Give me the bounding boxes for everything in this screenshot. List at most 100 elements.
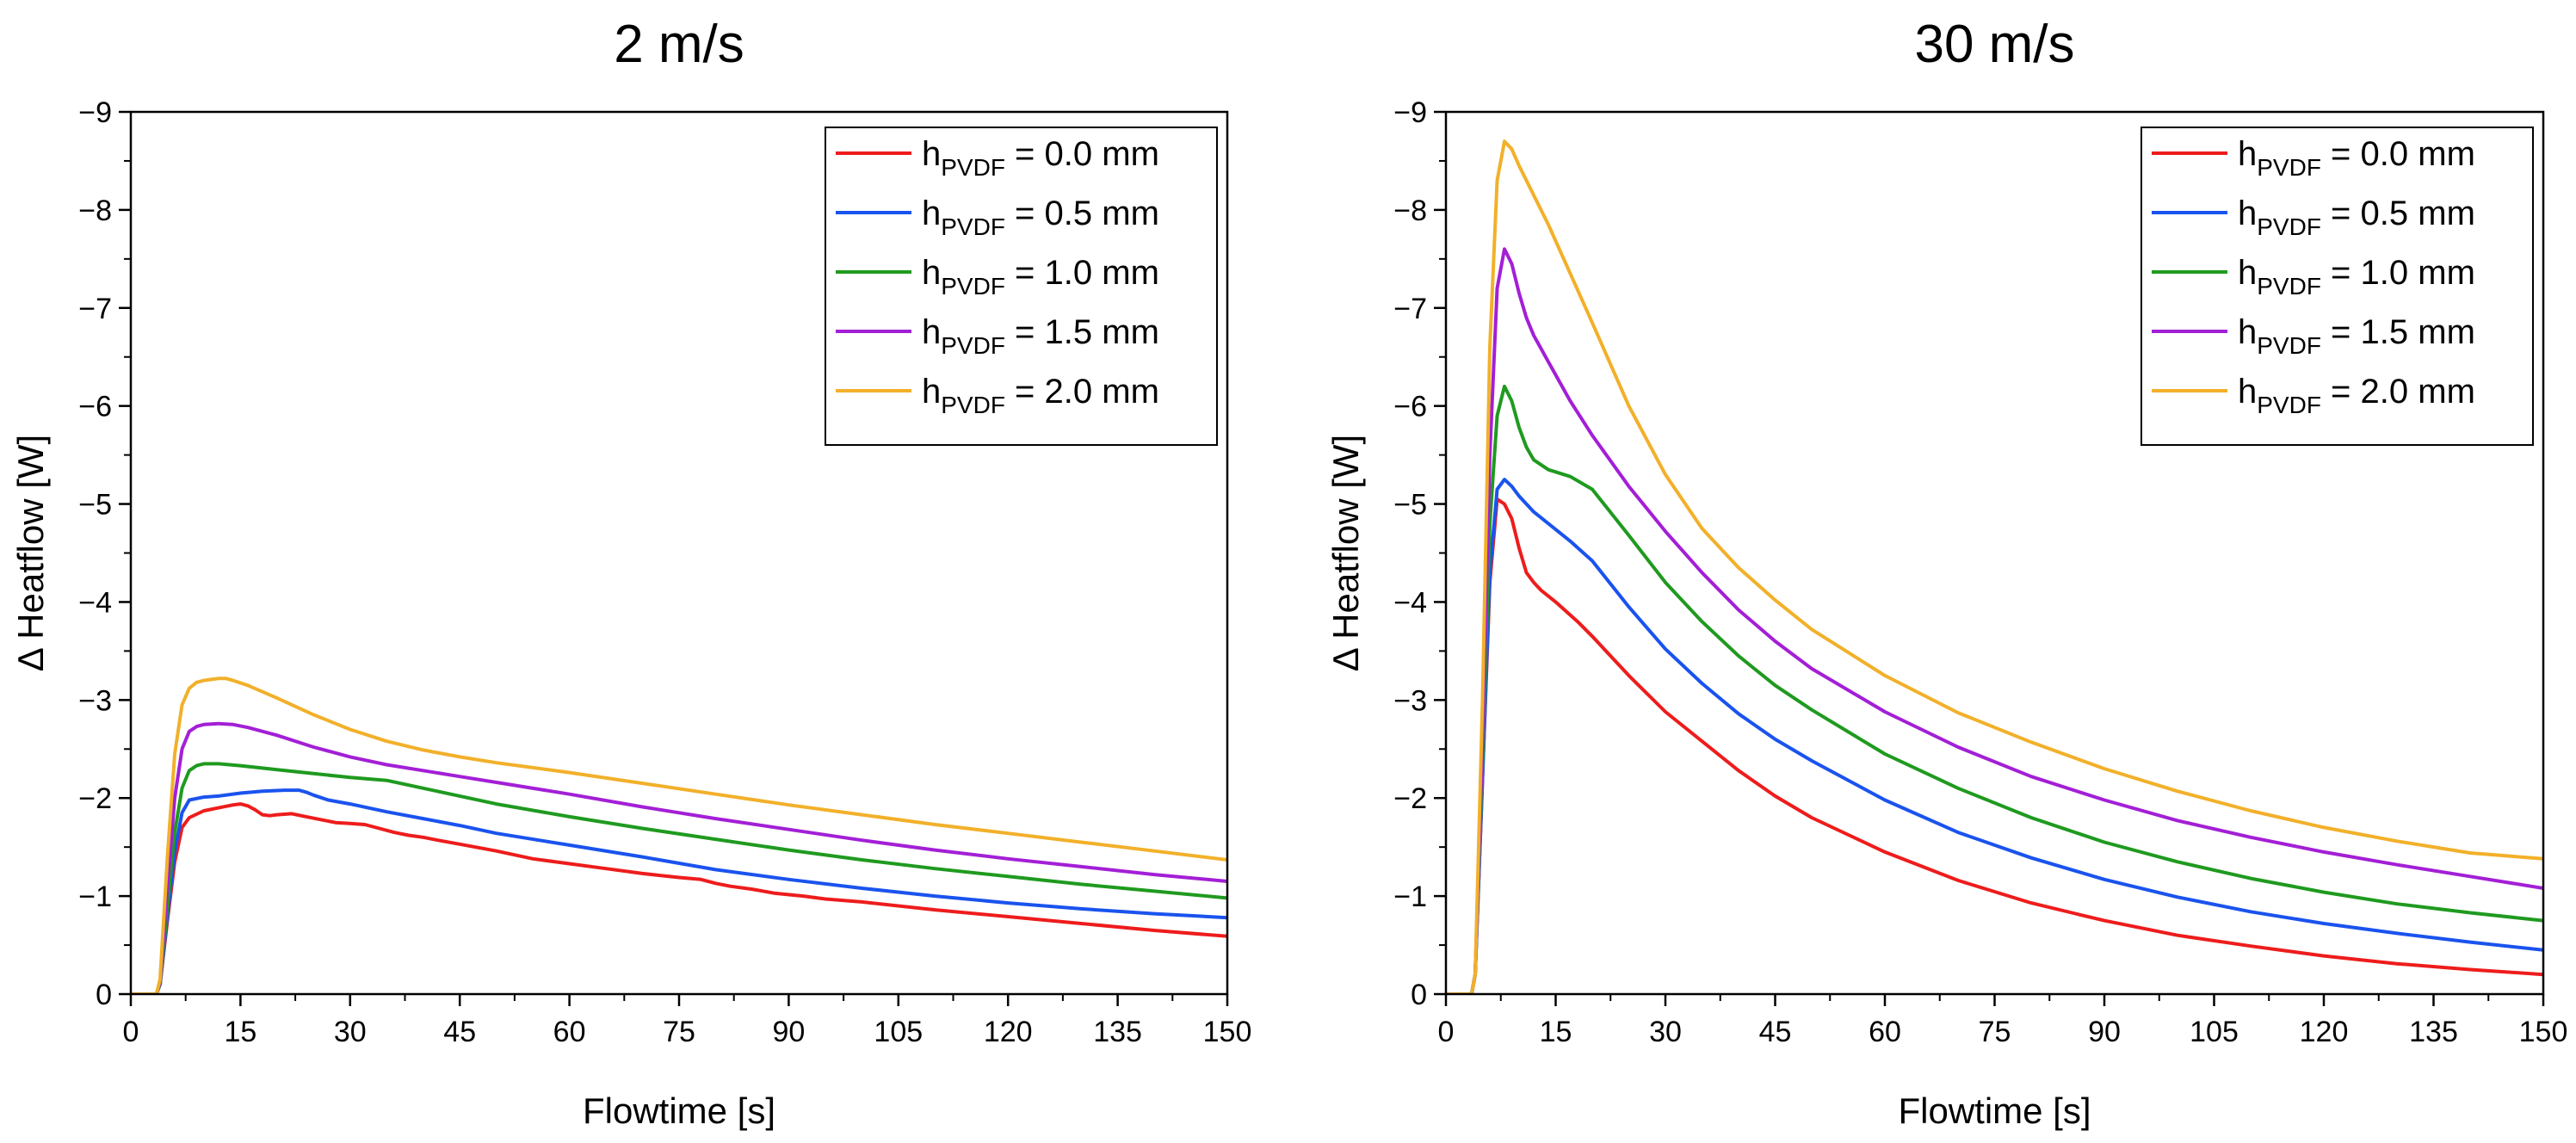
series-line-2 <box>131 788 1227 994</box>
legend-label-main: h <box>2238 254 2257 292</box>
legend-label-rest: = 2.0 mm <box>2321 373 2475 411</box>
legend-label-main: h <box>922 195 941 232</box>
legend-label-main: h <box>922 313 941 351</box>
series-group <box>1446 139 2543 994</box>
x-tick-label: 150 <box>1203 1016 1252 1048</box>
y-axis-label: Δ Heatflow [W] <box>1325 435 1366 671</box>
y-tick-label: −4 <box>78 586 112 619</box>
y-tick-label: −9 <box>78 96 112 129</box>
x-tick-label: 0 <box>1438 1016 1455 1048</box>
y-tick-label: −1 <box>78 880 112 913</box>
y-tick-label: −4 <box>1393 586 1427 619</box>
legend-label-subscript: PVDF <box>2257 332 2321 359</box>
x-axis-label: Flowtime [s] <box>1898 1090 2091 1131</box>
legend-label-subscript: PVDF <box>941 273 1005 300</box>
y-tick-label: −9 <box>1393 96 1427 129</box>
series-line-2 <box>1446 478 2543 994</box>
legend-label-subscript: PVDF <box>2257 392 2321 418</box>
y-tick-label: −8 <box>78 195 112 227</box>
series-line-1 <box>1446 497 2543 994</box>
y-tick-label: −7 <box>78 293 112 325</box>
legend-label-main: h <box>2238 373 2257 411</box>
x-tick-label: 135 <box>1093 1016 1142 1048</box>
legend-label-1: hPVDF = 0.0 mm <box>922 135 1159 181</box>
x-tick-label: 45 <box>1759 1016 1792 1048</box>
x-tick-label: 45 <box>443 1016 476 1048</box>
y-tick-label: −8 <box>1393 195 1427 227</box>
legend-label-4: hPVDF = 1.5 mm <box>2238 313 2475 359</box>
legend-label-2: hPVDF = 0.5 mm <box>922 195 1159 240</box>
legend-label-rest: = 0.5 mm <box>1005 195 1159 232</box>
legend-label-3: hPVDF = 1.0 mm <box>2238 254 2475 300</box>
x-tick-label: 120 <box>984 1016 1033 1048</box>
legend-label-3: hPVDF = 1.0 mm <box>922 254 1159 300</box>
legend-label-subscript: PVDF <box>941 154 1005 181</box>
legend-box <box>2140 127 2534 446</box>
legend-label-subscript: PVDF <box>941 392 1005 418</box>
series-line-5 <box>131 677 1227 994</box>
y-tick-label: −2 <box>1393 782 1427 815</box>
y-tick-label: −2 <box>78 782 112 815</box>
legend-label-subscript: PVDF <box>2257 213 2321 240</box>
y-tick-label: −7 <box>1393 293 1427 325</box>
legend-label-rest: = 0.5 mm <box>2321 195 2475 232</box>
x-tick-label: 150 <box>2519 1016 2568 1048</box>
x-tick-label: 30 <box>1649 1016 1682 1048</box>
legend-label-main: h <box>922 373 941 411</box>
y-tick-label: 0 <box>96 979 112 1011</box>
legend-label-subscript: PVDF <box>941 332 1005 359</box>
y-tick-label: −6 <box>78 391 112 423</box>
legend-label-rest: = 1.0 mm <box>2321 254 2475 292</box>
y-tick-label: −5 <box>1393 489 1427 522</box>
chart-panel-2: 30 m/s 0 15 30 45 60 75 90 105 120 135 150 0 −1 −2 −3 −4… <box>1325 15 2567 1131</box>
legend-label-5: hPVDF = 2.0 mm <box>2238 373 2475 418</box>
y-tick-label: −3 <box>1393 684 1427 717</box>
chart-title: 2 m/s <box>614 15 744 74</box>
legend-label-rest: = 2.0 mm <box>1005 373 1159 411</box>
x-tick-label: 105 <box>2190 1016 2239 1048</box>
x-tick-label: 60 <box>553 1016 586 1048</box>
legend-label-rest: = 0.0 mm <box>2321 135 2475 173</box>
legend-label-main: h <box>922 254 941 292</box>
series-line-3 <box>131 762 1227 994</box>
legend-label-rest: = 1.5 mm <box>2321 313 2475 351</box>
series-line-4 <box>131 721 1227 994</box>
y-tick-label: −6 <box>1393 391 1427 423</box>
x-tick-label: 75 <box>663 1016 695 1048</box>
chart-title: 30 m/s <box>1914 15 2074 74</box>
legend-label-subscript: PVDF <box>2257 273 2321 300</box>
y-tick-label: −1 <box>1393 880 1427 913</box>
legend-box <box>825 127 1218 446</box>
x-tick-label: 90 <box>772 1016 805 1048</box>
x-tick-label: 30 <box>334 1016 367 1048</box>
series-line-4 <box>1446 247 2543 994</box>
y-axis-label: Δ Heatflow [W] <box>10 435 51 671</box>
x-tick-label: 0 <box>123 1016 139 1048</box>
legend-label-1: hPVDF = 0.0 mm <box>2238 135 2475 181</box>
y-tick-label: 0 <box>1411 979 1427 1011</box>
legend-label-main: h <box>2238 135 2257 173</box>
legend-label-main: h <box>922 135 941 173</box>
x-tick-label: 135 <box>2409 1016 2458 1048</box>
x-tick-label: 60 <box>1869 1016 1901 1048</box>
x-tick-label: 105 <box>874 1016 923 1048</box>
y-tick-label: −5 <box>78 489 112 522</box>
series-group <box>131 677 1227 994</box>
series-line-5 <box>1446 139 2543 994</box>
x-tick-label: 120 <box>2300 1016 2349 1048</box>
legend-label-main: h <box>2238 313 2257 351</box>
legend-label-5: hPVDF = 2.0 mm <box>922 373 1159 418</box>
y-tick-label: −3 <box>78 684 112 717</box>
legend-label-rest: = 1.5 mm <box>1005 313 1159 351</box>
legend-label-subscript: PVDF <box>941 213 1005 240</box>
chart-panel-1: 2 m/s 0 15 30 45 60 75 90 105 120 135 150 0 −1 −2 −3 −4 −… <box>10 15 1251 1131</box>
legend-label-main: h <box>2238 195 2257 232</box>
legend-label-subscript: PVDF <box>2257 154 2321 181</box>
legend-label-rest: = 0.0 mm <box>1005 135 1159 173</box>
x-tick-label: 15 <box>1540 1016 1572 1048</box>
series-line-1 <box>131 802 1227 994</box>
series-line-3 <box>1446 384 2543 994</box>
